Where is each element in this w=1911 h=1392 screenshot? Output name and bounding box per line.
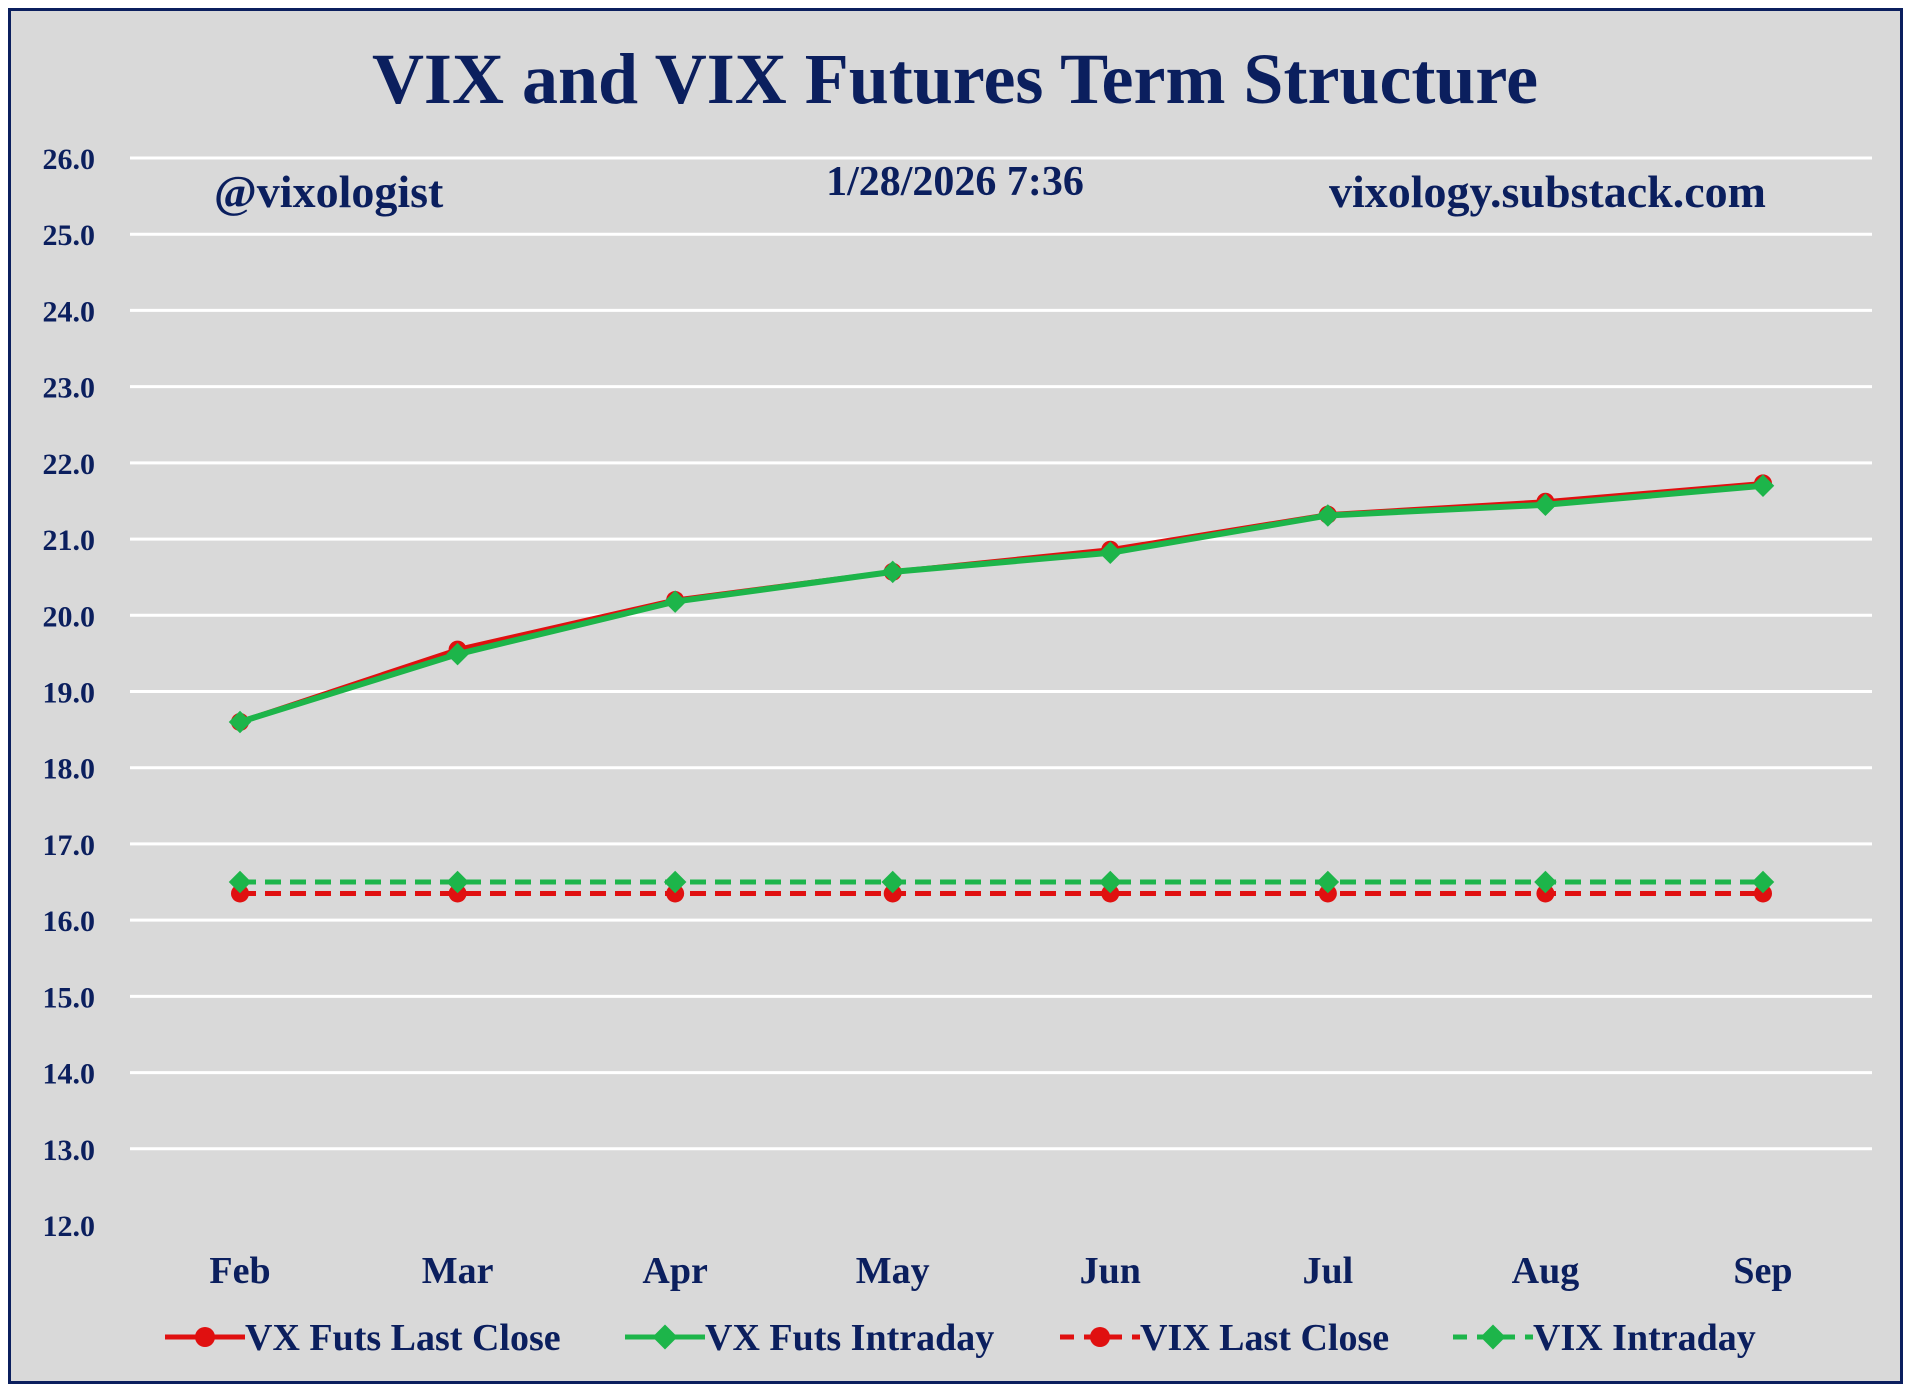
data-point xyxy=(666,884,685,903)
y-tick-label: 17.0 xyxy=(43,829,96,862)
y-tick-label: 15.0 xyxy=(43,981,96,1014)
legend: VX Futs Last Close VX Futs Intraday VIX La… xyxy=(165,1317,1756,1359)
y-tick-label: 21.0 xyxy=(43,524,96,557)
y-tick-label: 24.0 xyxy=(43,295,96,328)
data-point xyxy=(448,884,467,903)
data-point xyxy=(1536,884,1555,903)
data-point xyxy=(881,870,904,894)
y-tick-label: 16.0 xyxy=(43,905,96,938)
legend-swatch-marker xyxy=(195,1327,215,1347)
data-point xyxy=(446,642,469,666)
y-tick-label: 13.0 xyxy=(43,1134,96,1167)
y-axis-ticks: 12.0 13.0 14.0 15.0 16.0 17.0 18.0 19.0 20.0 21.0… xyxy=(43,143,96,1243)
y-tick-label: 19.0 xyxy=(43,677,96,710)
legend-item: VX Futs Intraday xyxy=(625,1317,994,1359)
x-axis-ticks: Feb Mar Apr May Jun Jul Aug Sep xyxy=(209,1250,1792,1292)
legend-item: VIX Intraday xyxy=(1453,1317,1756,1359)
data-point xyxy=(1099,870,1122,894)
series-line xyxy=(239,480,1764,725)
data-point xyxy=(1318,884,1337,903)
chart-title: VIX and VIX Futures Term Structure xyxy=(372,39,1538,119)
data-point xyxy=(1751,870,1775,894)
data-point xyxy=(1534,493,1557,517)
y-tick-label: 26.0 xyxy=(43,143,96,176)
data-point xyxy=(228,710,252,734)
data-point xyxy=(1751,474,1775,497)
series-line xyxy=(239,482,1764,725)
x-tick-label: Jul xyxy=(1303,1250,1354,1292)
x-tick-label: Apr xyxy=(642,1250,708,1292)
x-tick-label: Mar xyxy=(422,1250,494,1292)
x-tick-label: Aug xyxy=(1512,1250,1580,1292)
y-tick-label: 23.0 xyxy=(43,372,96,405)
data-point xyxy=(228,870,252,894)
y-tick-label: 14.0 xyxy=(43,1058,96,1091)
y-tick-label: 25.0 xyxy=(43,219,96,252)
legend-item: VIX Last Close xyxy=(1060,1317,1389,1359)
x-tick-label: Sep xyxy=(1733,1250,1792,1292)
legend-label: VX Futs Intraday xyxy=(705,1317,994,1359)
y-tick-label: 18.0 xyxy=(43,753,96,786)
legend-swatch-marker xyxy=(1090,1327,1110,1347)
y-tick-label: 20.0 xyxy=(43,600,96,633)
handle-annotation: @vixologist xyxy=(214,166,444,217)
x-tick-label: May xyxy=(856,1250,930,1292)
legend-item: VX Futs Last Close xyxy=(165,1317,561,1359)
data-point xyxy=(446,870,469,894)
data-point xyxy=(881,560,904,584)
y-tick-label: 22.0 xyxy=(43,448,96,481)
data-point xyxy=(231,884,249,903)
data-point xyxy=(1316,504,1340,527)
legend-label: VIX Last Close xyxy=(1140,1317,1389,1359)
website-annotation: vixology.substack.com xyxy=(1329,166,1766,217)
legend-swatch-marker xyxy=(652,1324,678,1350)
data-point xyxy=(1534,870,1557,894)
data-point xyxy=(1316,870,1340,894)
data-point xyxy=(663,590,687,613)
x-tick-label: Jun xyxy=(1080,1250,1141,1292)
grid-layer xyxy=(130,156,1872,1151)
series-vix-last-close xyxy=(231,884,1772,903)
series-vx-futs-intraday xyxy=(228,474,1775,734)
legend-swatch-marker xyxy=(1480,1324,1506,1350)
data-point xyxy=(1754,884,1772,903)
y-tick-label: 12.0 xyxy=(43,1210,96,1243)
data-point xyxy=(1099,541,1122,565)
data-point xyxy=(663,870,687,894)
data-point xyxy=(883,884,902,903)
timestamp-annotation: 1/28/2026 7:36 xyxy=(826,159,1084,205)
series-vix-intraday xyxy=(228,870,1775,894)
x-tick-label: Feb xyxy=(209,1250,270,1292)
legend-label: VIX Intraday xyxy=(1533,1317,1756,1359)
legend-label: VX Futs Last Close xyxy=(245,1317,561,1359)
series-layer xyxy=(228,474,1775,903)
data-point xyxy=(1101,884,1120,903)
